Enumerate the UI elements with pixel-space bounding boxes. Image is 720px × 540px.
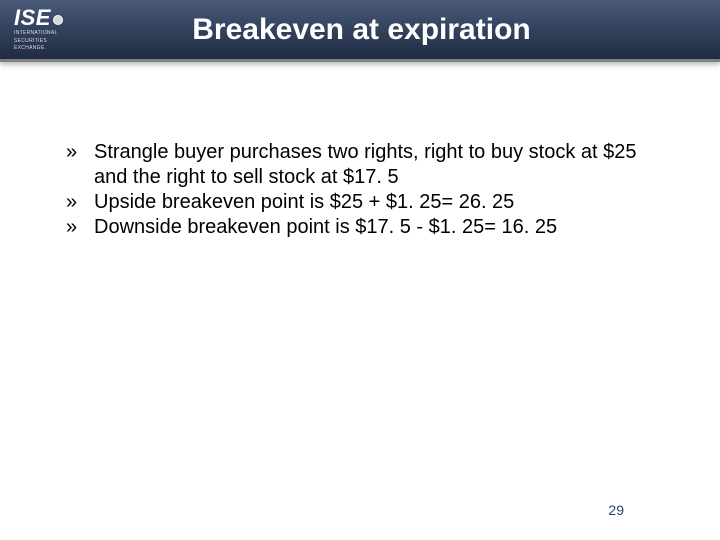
ise-logo: ISE INTERNATIONAL SECURITIES EXCHANGE.	[14, 7, 63, 52]
logo-abbr: ISE	[14, 7, 51, 29]
bullet-marker-icon: »	[66, 190, 94, 215]
bullet-marker-icon: »	[66, 215, 94, 240]
bullet-list: » Strangle buyer purchases two rights, r…	[66, 140, 666, 240]
logo-subline-1: INTERNATIONAL	[14, 31, 58, 37]
bullet-marker-icon: »	[66, 140, 94, 165]
bullet-text: Upside breakeven point is $25 + $1. 25= …	[94, 190, 666, 215]
list-item: » Downside breakeven point is $17. 5 - $…	[66, 215, 666, 240]
slide-header: ISE INTERNATIONAL SECURITIES EXCHANGE. B…	[0, 0, 720, 62]
page-number: 29	[608, 502, 624, 518]
slide-body: » Strangle buyer purchases two rights, r…	[0, 62, 720, 240]
list-item: » Strangle buyer purchases two rights, r…	[66, 140, 666, 190]
bullet-text: Downside breakeven point is $17. 5 - $1.…	[94, 215, 666, 240]
slide-title: Breakeven at expiration	[63, 13, 720, 47]
bullet-text: Strangle buyer purchases two rights, rig…	[94, 140, 666, 190]
logo-subline-3: EXCHANGE.	[14, 46, 46, 52]
logo-globe-icon	[53, 15, 63, 25]
logo-subline-2: SECURITIES	[14, 39, 47, 45]
list-item: » Upside breakeven point is $25 + $1. 25…	[66, 190, 666, 215]
logo-top-row: ISE	[14, 7, 63, 29]
